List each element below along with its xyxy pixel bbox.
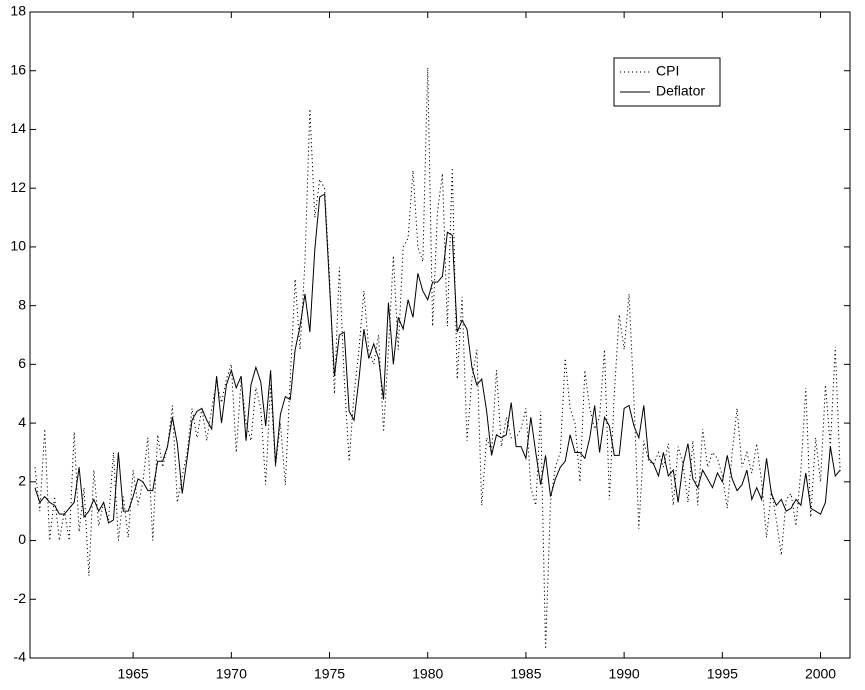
y-tick-label: -2 [14, 590, 27, 606]
y-tick-label: 10 [10, 238, 26, 254]
x-tick-label: 1970 [216, 666, 247, 682]
y-tick-label: 2 [18, 473, 26, 489]
y-tick-label: 18 [10, 3, 26, 19]
x-tick-label: 1990 [609, 666, 640, 682]
y-tick-label: 4 [18, 414, 26, 430]
y-tick-label: -4 [14, 649, 27, 665]
series-line [34, 67, 841, 650]
x-tick-label: 1965 [118, 666, 149, 682]
legend-label: CPI [656, 63, 679, 79]
x-tick-label: 2000 [805, 666, 836, 682]
x-tick-label: 1995 [707, 666, 738, 682]
y-tick-label: 8 [18, 296, 26, 312]
x-tick-label: 1980 [412, 666, 443, 682]
y-tick-label: 0 [18, 531, 26, 547]
x-tick-label: 1975 [314, 666, 345, 682]
y-tick-label: 12 [10, 179, 26, 195]
legend-box [613, 57, 721, 107]
y-tick-label: 14 [10, 120, 26, 136]
x-tick-label: 1985 [510, 666, 541, 682]
y-tick-label: 6 [18, 355, 26, 371]
legend-label: Deflator [656, 83, 705, 99]
plot-frame [29, 11, 851, 659]
series-line [34, 193, 841, 524]
y-tick-label: 16 [10, 61, 26, 77]
